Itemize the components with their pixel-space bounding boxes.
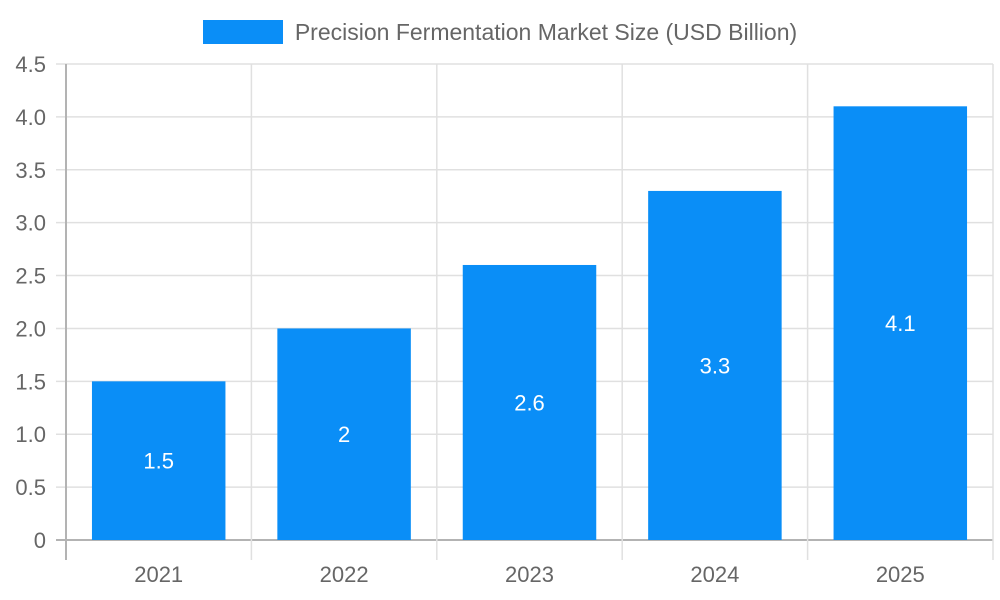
x-tick-label: 2021 [134, 562, 183, 587]
y-tick-label: 1.0 [15, 422, 46, 447]
x-tick-label: 2024 [690, 562, 739, 587]
y-tick-label: 0 [34, 528, 46, 553]
x-tick-label: 2023 [505, 562, 554, 587]
y-tick-label: 2.0 [15, 316, 46, 341]
x-tick-label: 2022 [320, 562, 369, 587]
bar-2023[interactable] [462, 264, 597, 540]
bar-value-label: 2.6 [514, 390, 545, 415]
y-tick-label: 0.5 [15, 475, 46, 500]
bar-value-label: 1.5 [143, 449, 174, 474]
y-tick-label: 3.5 [15, 158, 46, 183]
legend-swatch [202, 20, 283, 44]
y-tick-label: 1.5 [15, 369, 46, 394]
bar-2021[interactable] [91, 381, 226, 540]
y-tick-label: 3.0 [15, 211, 46, 236]
x-tick-label: 2025 [876, 562, 925, 587]
bar-value-label: 3.3 [700, 353, 731, 378]
bar-2025[interactable] [833, 106, 968, 541]
legend-label: Precision Fermentation Market Size (USD … [294, 18, 798, 45]
y-tick-label: 2.5 [15, 264, 46, 289]
y-tick-label: 4.5 [15, 52, 46, 77]
chart-legend[interactable]: Precision Fermentation Market Size (USD … [0, 17, 1000, 47]
y-tick-label: 4.0 [15, 105, 46, 130]
bar-value-label: 2 [338, 422, 350, 447]
bar-value-label: 4.1 [885, 311, 916, 336]
bar-2022[interactable] [277, 328, 411, 540]
bar-2024[interactable] [648, 190, 782, 540]
